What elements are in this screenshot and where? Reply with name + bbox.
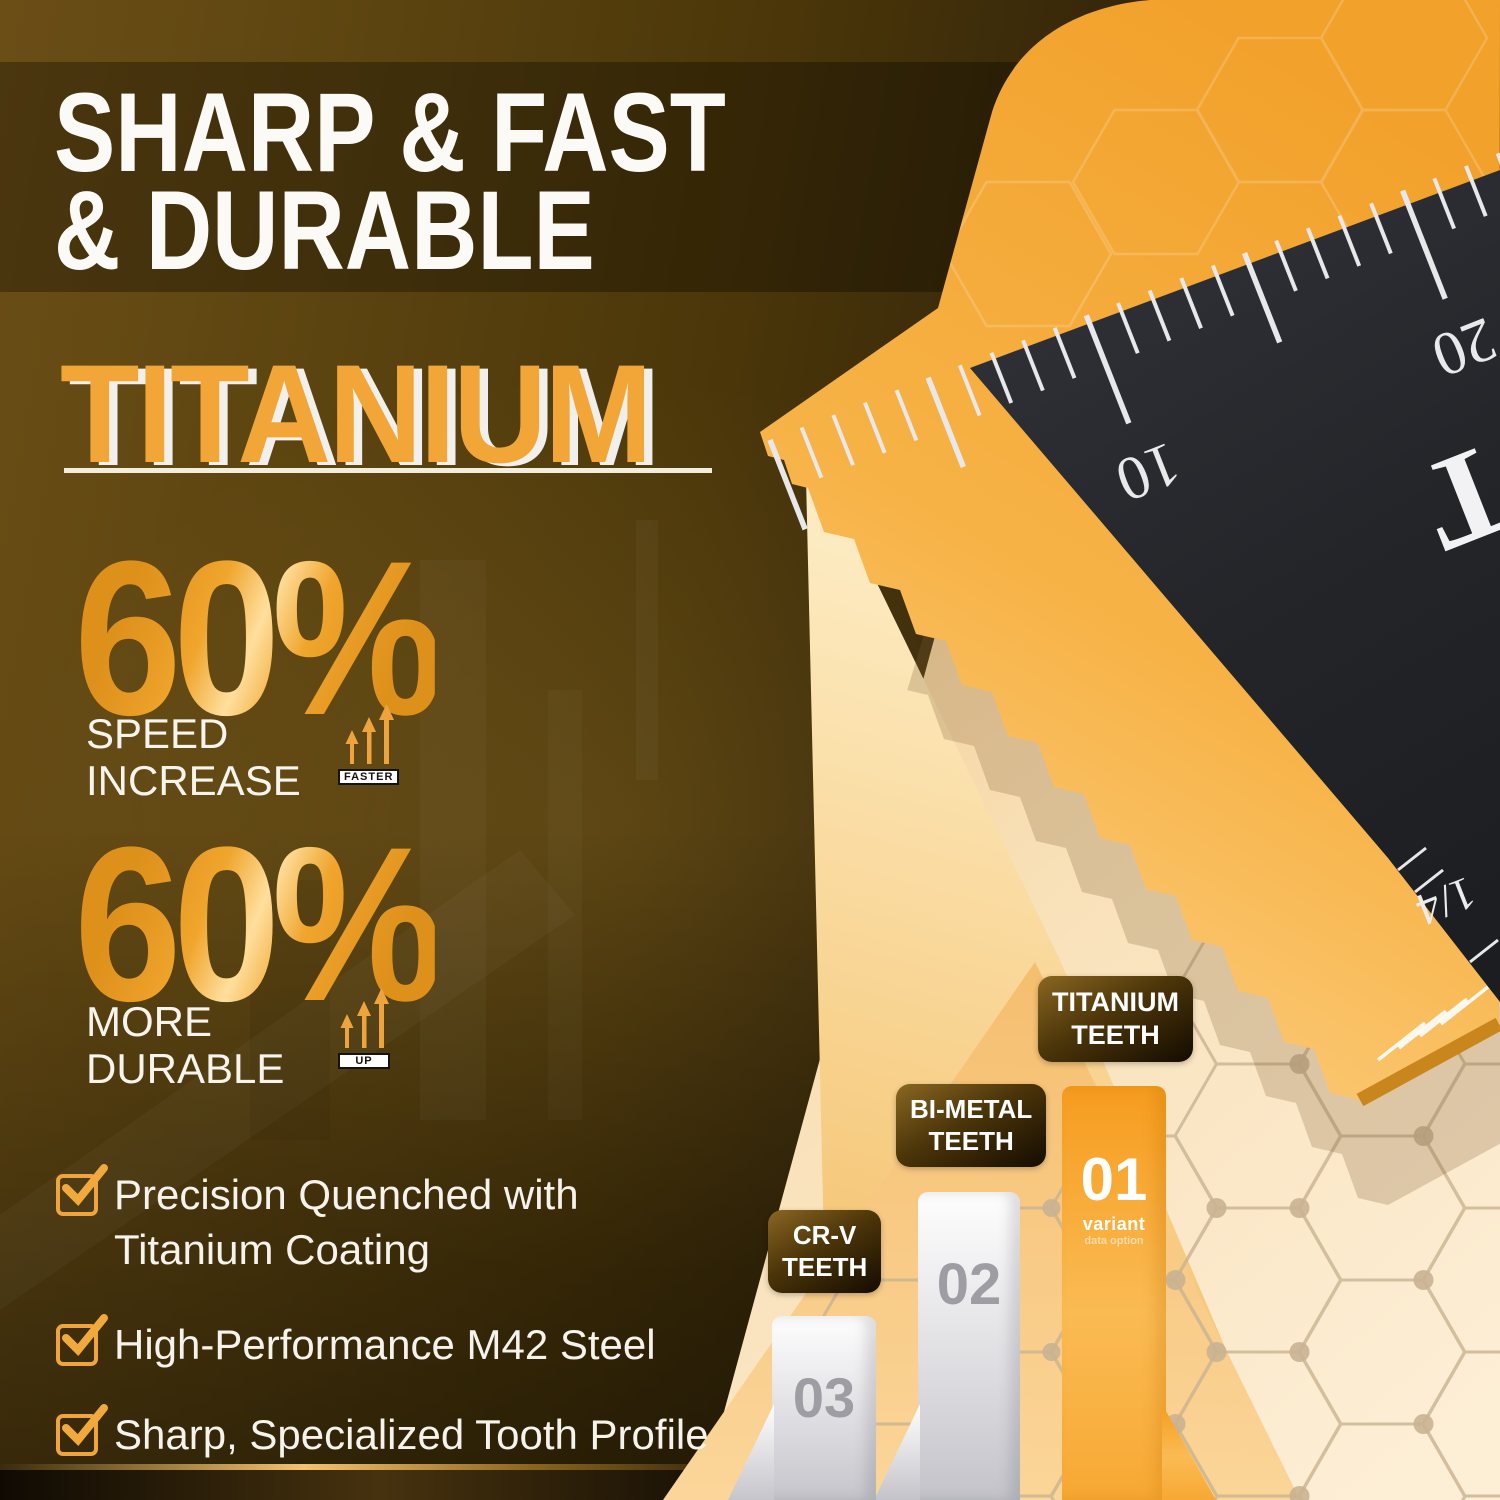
- rank-01-subline-1: variant: [1082, 1214, 1146, 1234]
- blade-tip-ticks: [1376, 985, 1490, 1062]
- faster-tag: FASTER: [338, 769, 400, 785]
- stat-speed-label: SPEED INCREASE: [86, 710, 301, 805]
- blade-bevel: [1356, 1017, 1500, 1107]
- rank-01-subline-2: data option: [1084, 1235, 1144, 1247]
- hero-underline: [64, 468, 712, 473]
- label-titanium-teeth: TITANIUM TEETH: [1038, 976, 1193, 1062]
- stat-speed-value: 60%: [74, 515, 444, 761]
- orange-blade: [760, 0, 1500, 1107]
- background-texture: [250, 880, 330, 1140]
- stat-durable-label: MORE DURABLE: [86, 998, 285, 1093]
- headline-line-2: & DURABLE: [54, 168, 595, 293]
- label-bimetal-teeth: BI-METAL TEETH: [896, 1084, 1047, 1168]
- stat-speed-badge: FASTER: [338, 702, 400, 785]
- feature-item-tooth-profile: Sharp, Specialized Tooth Profile: [56, 1404, 709, 1463]
- stat-durable-badge: UP: [338, 986, 390, 1069]
- black-blade: 10 20 T 1/4: [767, 152, 1500, 1002]
- headline: SHARP & FAST & DURABLE: [54, 70, 726, 293]
- rank-01: 01: [1080, 1146, 1148, 1213]
- feature-text: Precision Quenched with Titanium Coating: [114, 1171, 579, 1273]
- label-crv-teeth: CR-V TEETH: [768, 1210, 882, 1294]
- feature-text: Sharp, Specialized Tooth Profile: [114, 1411, 709, 1458]
- bottom-divider: [0, 1464, 770, 1500]
- headline-line-1: SHARP & FAST: [54, 70, 726, 195]
- feature-text: High-Performance M42 Steel: [114, 1321, 656, 1368]
- up-tag: UP: [338, 1053, 390, 1069]
- comparison-bar-bimetal: 02: [918, 1192, 1020, 1500]
- comparison-bar-crv: 03: [772, 1316, 876, 1500]
- checkbox-icon: [56, 1314, 108, 1366]
- feature-item-steel: High-Performance M42 Steel: [56, 1314, 656, 1373]
- checkbox-icon: [56, 1404, 108, 1456]
- rank-03: 03: [792, 1366, 856, 1429]
- rising-arrows-icon: [340, 988, 389, 1048]
- rising-arrows-icon: [345, 704, 394, 764]
- hero-title: TITANIUM: [60, 335, 653, 492]
- rank-02: 02: [936, 1252, 1002, 1317]
- comparison-bar-titanium: 01 variant data option: [1062, 1086, 1166, 1500]
- checkbox-icon: [56, 1164, 108, 1216]
- feature-item-coating: Precision Quenched with Titanium Coating: [56, 1164, 579, 1277]
